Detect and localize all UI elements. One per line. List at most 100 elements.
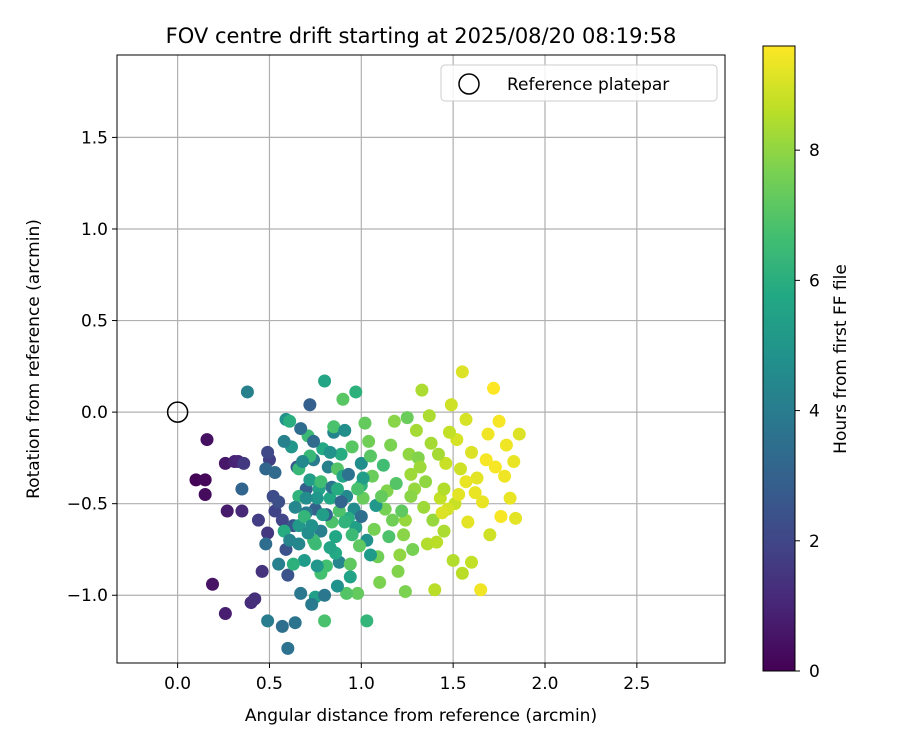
data-point	[237, 456, 251, 470]
data-point	[363, 548, 377, 562]
data-point	[327, 420, 341, 434]
data-point	[336, 392, 350, 406]
data-point	[419, 475, 433, 489]
data-point	[428, 583, 442, 597]
data-point	[292, 537, 306, 551]
data-point	[386, 513, 400, 527]
colorbar-tick-label: 0	[809, 662, 820, 682]
data-point	[426, 513, 440, 527]
data-point	[453, 462, 467, 476]
data-point	[362, 434, 376, 448]
data-point	[275, 619, 289, 633]
data-point	[318, 588, 332, 602]
data-point	[329, 530, 343, 544]
data-point	[512, 427, 526, 441]
data-point	[341, 467, 355, 481]
data-point	[345, 440, 359, 454]
data-point	[461, 515, 475, 529]
data-point	[483, 528, 497, 542]
x-axis-ticks: 0.0 0.5 1.0 1.5 2.0 2.5	[164, 663, 650, 694]
data-point	[430, 535, 444, 549]
data-point	[363, 449, 377, 463]
data-point	[389, 477, 403, 491]
data-point	[474, 583, 488, 597]
data-point	[376, 458, 390, 472]
data-point	[261, 445, 275, 459]
data-point	[218, 607, 232, 621]
data-point	[323, 445, 337, 459]
data-point	[299, 491, 313, 505]
data-point	[314, 475, 328, 489]
data-point	[281, 641, 295, 655]
data-point	[334, 495, 348, 509]
data-point	[373, 575, 387, 589]
data-point	[487, 381, 501, 395]
data-point	[255, 564, 269, 578]
data-point	[498, 469, 512, 483]
x-tick-label: 0.5	[256, 674, 283, 694]
data-point	[406, 542, 420, 556]
data-point	[404, 489, 418, 503]
data-point	[354, 509, 368, 523]
data-point	[259, 537, 273, 551]
y-tick-label: −0.5	[67, 495, 108, 515]
data-point	[488, 460, 502, 474]
reference-platepar-marker	[166, 401, 189, 423]
data-point	[330, 579, 344, 593]
data-point	[442, 425, 456, 439]
colorbar-tick-label: 2	[809, 532, 820, 552]
data-point	[305, 597, 319, 611]
data-point	[277, 434, 291, 448]
data-point	[307, 434, 321, 448]
data-point	[338, 423, 352, 437]
data-point	[288, 616, 302, 630]
data-point	[323, 491, 337, 505]
data-point	[198, 473, 212, 487]
data-point	[318, 614, 332, 628]
data-point	[303, 398, 317, 412]
data-point	[391, 564, 405, 578]
data-point	[248, 592, 262, 606]
data-point	[503, 491, 517, 505]
data-point	[286, 557, 300, 571]
data-point	[452, 488, 466, 502]
data-point	[446, 553, 460, 567]
data-point	[384, 438, 398, 452]
x-tick-label: 2.0	[531, 674, 558, 694]
data-point	[220, 504, 234, 518]
data-point	[319, 559, 333, 573]
data-point	[338, 515, 352, 529]
data-point	[294, 422, 308, 436]
y-tick-label: 0.5	[81, 312, 108, 332]
data-point	[297, 553, 311, 567]
colorbar	[762, 45, 796, 672]
data-point	[296, 455, 310, 469]
data-points	[189, 365, 526, 655]
data-point	[272, 557, 286, 571]
colorbar-label: Hours from first FF file	[831, 264, 851, 454]
data-point	[189, 473, 203, 487]
data-point	[235, 504, 249, 518]
plot-frame	[116, 54, 726, 664]
chart-title: FOV centre drift starting at 2025/08/20 …	[166, 24, 677, 48]
data-point	[261, 526, 275, 540]
data-point	[198, 488, 212, 502]
x-tick-label: 1.5	[440, 674, 467, 694]
data-point	[435, 506, 449, 520]
data-point	[354, 456, 368, 470]
data-point	[455, 365, 469, 379]
data-point	[437, 482, 451, 496]
legend-box	[440, 64, 718, 102]
colorbar-tick-label: 6	[809, 271, 820, 291]
data-point	[409, 423, 423, 437]
data-point	[468, 486, 482, 500]
data-point	[294, 586, 308, 600]
data-point	[283, 414, 297, 428]
data-point	[404, 467, 418, 481]
data-point	[395, 504, 409, 518]
data-point	[330, 482, 344, 496]
data-point	[481, 427, 495, 441]
data-point	[275, 513, 289, 527]
